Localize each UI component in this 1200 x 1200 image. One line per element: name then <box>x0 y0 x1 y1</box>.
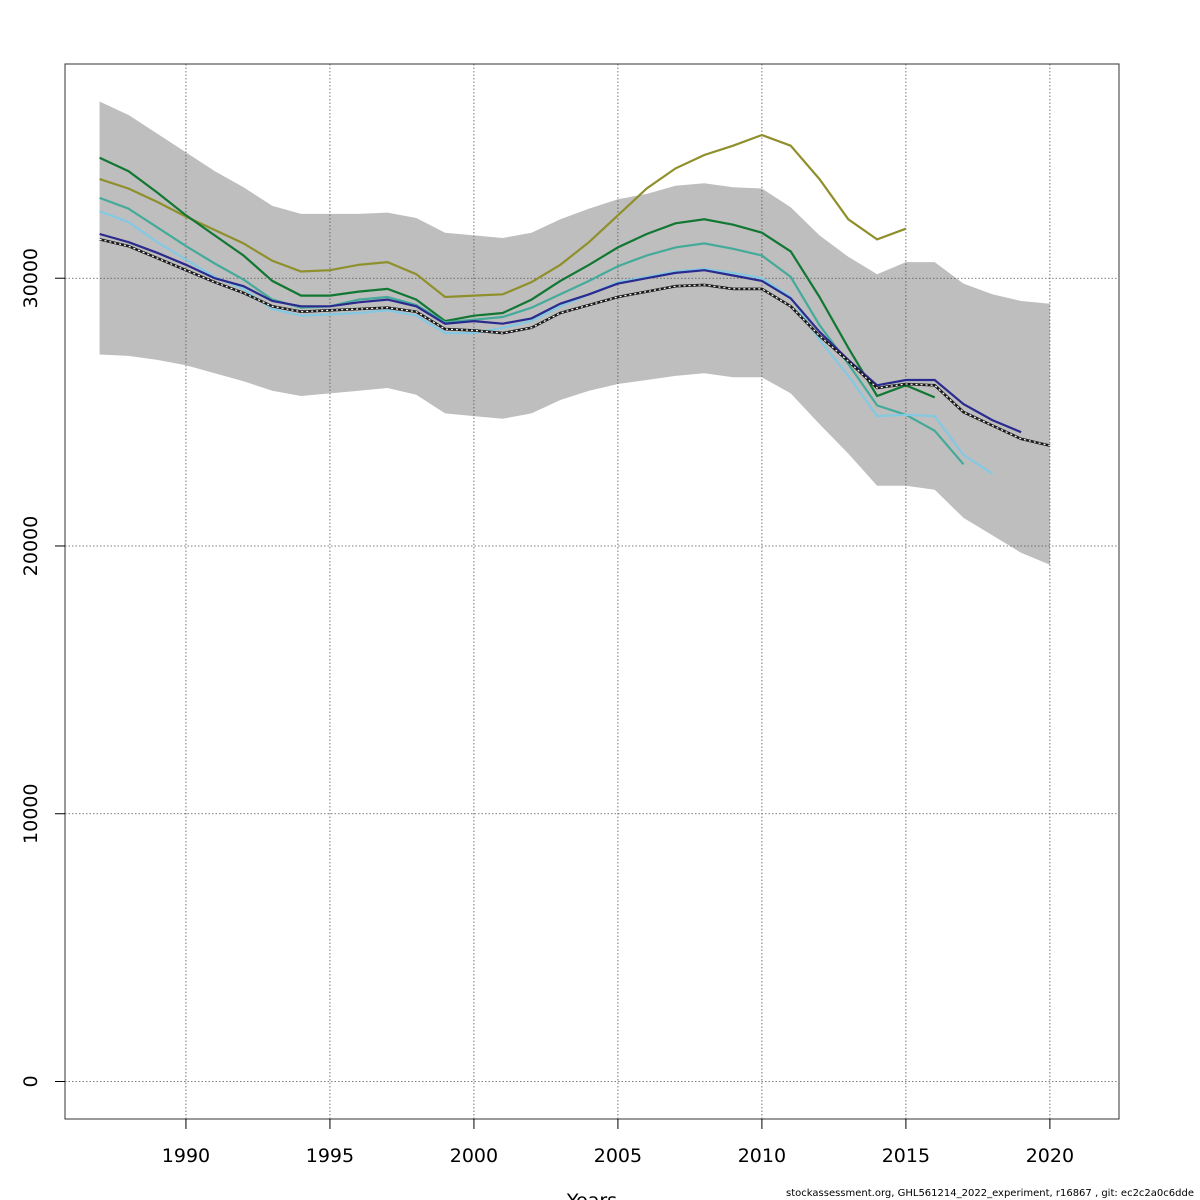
x-tick-label-1995: 1995 <box>306 1145 354 1167</box>
footer-text: stockassessment.org, GHL561214_2022_expe… <box>786 1188 1194 1199</box>
series-line-3 <box>99 196 965 466</box>
x-tick-label-2015: 2015 <box>882 1145 930 1167</box>
x-tick-label-2020: 2020 <box>1026 1145 1074 1167</box>
y-tick-label-30000: 30000 <box>20 248 42 308</box>
plot-frame <box>64 63 1120 1120</box>
y-tick-label-0: 0 <box>20 1075 42 1087</box>
x-tick-label-1990: 1990 <box>162 1145 210 1167</box>
y-tick-label-10000: 10000 <box>20 784 42 844</box>
x-tick-label-2000: 2000 <box>450 1145 498 1167</box>
x-tick-label-2010: 2010 <box>738 1145 786 1167</box>
confidence-band <box>99 101 1050 565</box>
series-layer <box>99 133 1051 475</box>
x-tick-label-2005: 2005 <box>594 1145 642 1167</box>
confidence-band-layer <box>99 101 1050 565</box>
series-line-4 <box>99 156 936 399</box>
axis-layer: 1990 1995 2000 2005 2010 2015 2020 0 10000 20000 3… <box>20 248 1074 1167</box>
series-line-1 <box>99 232 1022 434</box>
y-tick-label-20000: 20000 <box>20 516 42 576</box>
series-line-0-dash <box>99 238 1051 447</box>
series-line-5 <box>99 133 907 299</box>
x-axis-title: Years <box>566 1190 617 1200</box>
series-line-2 <box>99 210 993 475</box>
